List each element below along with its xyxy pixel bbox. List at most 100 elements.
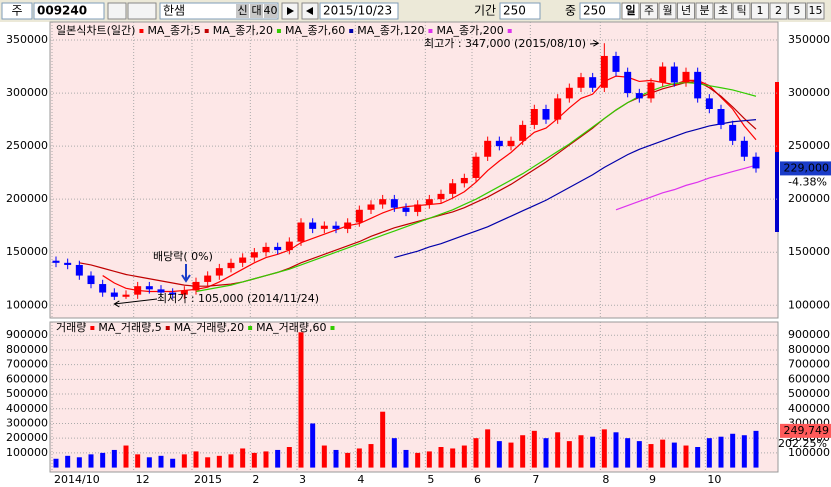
volume-bar: [263, 451, 269, 468]
candle-body: [180, 290, 188, 295]
volume-bar: [683, 445, 689, 468]
candle-body: [624, 71, 632, 94]
volume-bar: [275, 449, 281, 468]
candle-body: [285, 241, 293, 251]
candle-body: [250, 252, 258, 258]
candle-body: [414, 204, 422, 212]
volume-bar: [671, 442, 677, 468]
candle-body: [215, 268, 223, 276]
interval-button[interactable]: [806, 2, 825, 20]
volume-bar: [391, 438, 397, 468]
candle-body: [460, 177, 468, 184]
candle-body: [472, 156, 480, 178]
mid-label: 중: [565, 4, 576, 18]
y-tick-label: 200000: [6, 192, 48, 205]
interval-button[interactable]: [695, 2, 714, 20]
volume-bar: [251, 452, 257, 468]
mid: 250: [583, 4, 606, 18]
candle-body: [239, 257, 247, 263]
volume-bar: [438, 447, 444, 468]
candle-body: [600, 55, 608, 88]
interval: 15: [809, 4, 823, 17]
y-tick-label: 300000: [788, 86, 830, 99]
legend-swatch: [276, 29, 281, 33]
candle-body: [565, 87, 573, 99]
sort-button[interactable]: [127, 2, 157, 20]
interval-button[interactable]: [658, 2, 677, 20]
interval-button[interactable]: [751, 2, 769, 20]
legend-swatch: [90, 326, 95, 330]
volume-bar: [741, 435, 747, 468]
volume-bar: [485, 429, 491, 468]
candle-body: [110, 292, 118, 297]
legend-swatch: [330, 326, 335, 330]
candle-body: [729, 124, 737, 141]
interval-button[interactable]: [677, 2, 695, 20]
candle-body: [647, 82, 655, 99]
search-button[interactable]: [107, 2, 127, 20]
y-tick-label: 400000: [788, 402, 830, 415]
interval: 년: [681, 4, 691, 17]
legend-entry: MA_종가,5: [147, 24, 200, 37]
x-tick-label: 2014/10: [54, 473, 100, 486]
period-label: 기간: [474, 4, 496, 18]
flag-box: [264, 4, 277, 18]
volume-bar: [706, 438, 712, 468]
x-tick-label: 6: [474, 473, 481, 486]
volume-bar: [368, 444, 374, 468]
candle-body: [204, 275, 212, 282]
y-tick-label: 300000: [6, 416, 48, 429]
market-box[interactable]: [1, 2, 33, 20]
date-box[interactable]: [319, 2, 399, 20]
dividend-arrow: [181, 264, 191, 283]
code-box[interactable]: [33, 2, 105, 20]
candle-body: [554, 98, 562, 120]
legend-swatch: [165, 326, 170, 330]
candle-body: [740, 140, 748, 157]
interval-button[interactable]: [621, 2, 640, 20]
period-box[interactable]: [499, 2, 541, 20]
candle-body: [507, 140, 515, 147]
volume-bar: [753, 430, 759, 468]
high-arrow: [589, 39, 600, 47]
candle-body: [589, 77, 597, 88]
volume-bar: [695, 447, 701, 468]
volume-bar: [286, 447, 292, 468]
volume-bar: [590, 436, 596, 468]
candle-body: [484, 140, 492, 157]
y-tick-label: 100000: [6, 298, 48, 311]
interval-button[interactable]: [714, 2, 732, 20]
legend-swatch: [428, 29, 433, 33]
mid-box[interactable]: [579, 2, 621, 20]
candle-body: [75, 264, 83, 276]
x-tick-label: 10: [707, 473, 721, 486]
volume-bar: [625, 438, 631, 468]
candle-body: [87, 275, 95, 285]
interval-button[interactable]: [732, 2, 751, 20]
stock-name: 한샘: [163, 4, 185, 18]
volume-bar: [333, 449, 339, 468]
legend-entry: MA_종가,20: [213, 24, 273, 37]
interval-button[interactable]: [788, 2, 806, 20]
interval: 일: [625, 3, 635, 17]
volume-bar: [240, 448, 246, 468]
candle-body: [694, 71, 702, 99]
interval-button[interactable]: [769, 2, 788, 20]
flag-box: [236, 4, 249, 18]
candle-body: [355, 209, 363, 223]
market: 주: [11, 4, 22, 18]
y-tick-label: 150000: [6, 245, 48, 258]
interval-button[interactable]: [640, 2, 658, 20]
legend-swatch: [139, 29, 144, 33]
interval: 주: [644, 4, 654, 17]
prev-icon: [306, 7, 313, 15]
price-range-up: [775, 82, 779, 152]
candle-body: [425, 199, 433, 205]
flag: 신: [237, 4, 247, 17]
x-tick-label: 9: [649, 473, 656, 486]
candle-body: [192, 281, 200, 291]
volume-bar: [555, 432, 561, 468]
legend-entry: MA_종가,200: [436, 24, 503, 37]
volume-bar: [415, 452, 421, 468]
